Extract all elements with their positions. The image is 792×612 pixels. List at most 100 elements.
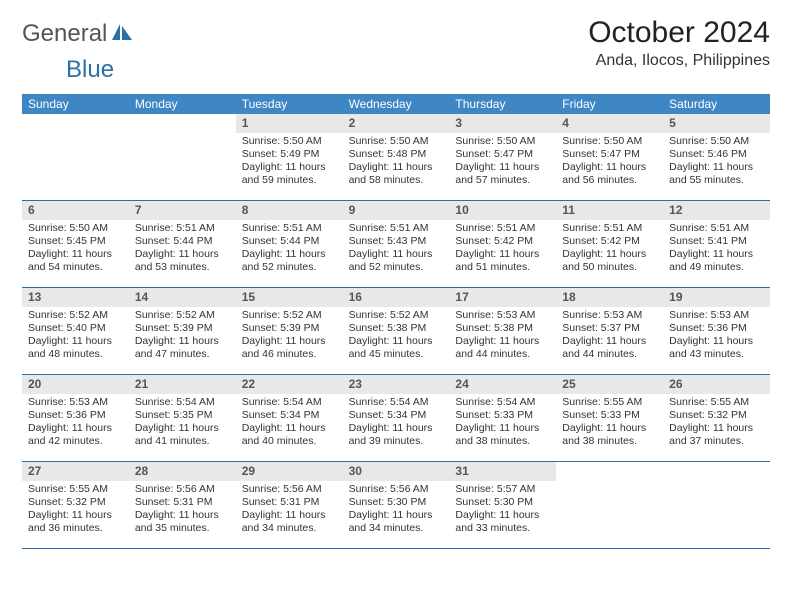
day-number: 11 <box>556 201 663 220</box>
sunset-line: Sunset: 5:47 PM <box>455 148 550 161</box>
day-content: Sunrise: 5:52 AMSunset: 5:39 PMDaylight:… <box>129 309 236 362</box>
day-cell: 7 Sunrise: 5:51 AMSunset: 5:44 PMDaylight… <box>129 201 236 287</box>
day-cell: 8Sunrise: 5:51 AMSunset: 5:44 PMDaylight… <box>236 201 343 287</box>
day-cell <box>663 462 770 548</box>
sunrise-line: Sunrise: 5:50 AM <box>455 135 550 148</box>
weekday-header-row: SundayMondayTuesdayWednesdayThursdayFrid… <box>22 94 770 114</box>
daylight-line: Daylight: 11 hours and 44 minutes. <box>562 335 657 361</box>
sunrise-line: Sunrise: 5:50 AM <box>669 135 764 148</box>
daylight-line: Daylight: 11 hours and 42 minutes. <box>28 422 123 448</box>
sunrise-line: Sunrise: 5:51 AM <box>669 222 764 235</box>
week-row: 6Sunrise: 5:50 AMSunset: 5:45 PMDaylight… <box>22 201 770 288</box>
day-cell: 12Sunrise: 5:51 AMSunset: 5:41 PMDayligh… <box>663 201 770 287</box>
sunset-line: Sunset: 5:38 PM <box>349 322 444 335</box>
sunset-line: Sunset: 5:40 PM <box>28 322 123 335</box>
sunrise-line: Sunrise: 5:52 AM <box>28 309 123 322</box>
sunset-line: Sunset: 5:49 PM <box>242 148 337 161</box>
day-cell <box>129 114 236 200</box>
day-content: Sunrise: 5:50 AMSunset: 5:47 PMDaylight:… <box>556 135 663 188</box>
day-cell: 23Sunrise: 5:54 AMSunset: 5:34 PMDayligh… <box>343 375 450 461</box>
sunrise-line: Sunrise: 5:51 AM <box>242 222 337 235</box>
day-cell: 26Sunrise: 5:55 AMSunset: 5:32 PMDayligh… <box>663 375 770 461</box>
day-number: 7 <box>129 201 236 220</box>
sunset-line: Sunset: 5:44 PM <box>242 235 337 248</box>
day-number: 10 <box>449 201 556 220</box>
day-content: Sunrise: 5:55 AMSunset: 5:32 PMDaylight:… <box>22 483 129 536</box>
day-number: 31 <box>449 462 556 481</box>
sunset-line: Sunset: 5:48 PM <box>349 148 444 161</box>
day-cell: 25Sunrise: 5:55 AMSunset: 5:33 PMDayligh… <box>556 375 663 461</box>
day-content: Sunrise: 5:57 AMSunset: 5:30 PMDaylight:… <box>449 483 556 536</box>
daylight-line: Daylight: 11 hours and 37 minutes. <box>669 422 764 448</box>
sunrise-line: Sunrise: 5:53 AM <box>455 309 550 322</box>
sunrise-line: Sunrise: 5:53 AM <box>562 309 657 322</box>
weeks-container: 1Sunrise: 5:50 AMSunset: 5:49 PMDaylight… <box>22 114 770 549</box>
sunset-line: Sunset: 5:42 PM <box>562 235 657 248</box>
day-number: 30 <box>343 462 450 481</box>
day-content: Sunrise: 5:51 AMSunset: 5:42 PMDaylight:… <box>556 222 663 275</box>
day-number: 18 <box>556 288 663 307</box>
daylight-line: Daylight: 11 hours and 38 minutes. <box>455 422 550 448</box>
sunset-line: Sunset: 5:30 PM <box>349 496 444 509</box>
sunset-line: Sunset: 5:42 PM <box>455 235 550 248</box>
day-content: Sunrise: 5:54 AMSunset: 5:33 PMDaylight:… <box>449 396 556 449</box>
weekday-header: Tuesday <box>236 94 343 114</box>
daylight-line: Daylight: 11 hours and 47 minutes. <box>135 335 230 361</box>
day-content: Sunrise: 5:53 AMSunset: 5:38 PMDaylight:… <box>449 309 556 362</box>
sunset-line: Sunset: 5:31 PM <box>135 496 230 509</box>
day-cell: 27Sunrise: 5:55 AMSunset: 5:32 PMDayligh… <box>22 462 129 548</box>
day-cell: 16 Sunrise: 5:52 AMSunset: 5:38 PMDayligh… <box>343 288 450 374</box>
day-content: Sunrise: 5:52 AMSunset: 5:40 PMDaylight:… <box>22 309 129 362</box>
sunrise-line: Sunrise: 5:55 AM <box>562 396 657 409</box>
day-content: Sunrise: 5:51 AMSunset: 5:41 PMDaylight:… <box>663 222 770 275</box>
weekday-header: Saturday <box>663 94 770 114</box>
daylight-line: Daylight: 11 hours and 40 minutes. <box>242 422 337 448</box>
sunset-line: Sunset: 5:35 PM <box>135 409 230 422</box>
daylight-line: Daylight: 11 hours and 51 minutes. <box>455 248 550 274</box>
day-content: Sunrise: 5:50 AMSunset: 5:48 PMDaylight:… <box>343 135 450 188</box>
day-number: 17 <box>449 288 556 307</box>
sunset-line: Sunset: 5:38 PM <box>455 322 550 335</box>
day-content: Sunrise: 5:51 AMSunset: 5:44 PMDaylight:… <box>129 222 236 275</box>
day-cell: 30 Sunrise: 5:56 AMSunset: 5:30 PMDayligh… <box>343 462 450 548</box>
daylight-line: Daylight: 11 hours and 58 minutes. <box>349 161 444 187</box>
day-number: 26 <box>663 375 770 394</box>
sunrise-line: Sunrise: 5:56 AM <box>349 483 444 496</box>
sunrise-line: Sunrise: 5:50 AM <box>562 135 657 148</box>
weekday-header: Monday <box>129 94 236 114</box>
sunset-line: Sunset: 5:33 PM <box>562 409 657 422</box>
day-content: Sunrise: 5:50 AMSunset: 5:49 PMDaylight:… <box>236 135 343 188</box>
day-cell: 21Sunrise: 5:54 AMSunset: 5:35 PMDayligh… <box>129 375 236 461</box>
day-cell: 22Sunrise: 5:54 AMSunset: 5:34 PMDayligh… <box>236 375 343 461</box>
sunset-line: Sunset: 5:45 PM <box>28 235 123 248</box>
day-number: 8 <box>236 201 343 220</box>
day-number: 16 <box>343 288 450 307</box>
daylight-line: Daylight: 11 hours and 36 minutes. <box>28 509 123 535</box>
day-cell: 3Sunrise: 5:50 AMSunset: 5:47 PMDaylight… <box>449 114 556 200</box>
week-row: 20Sunrise: 5:53 AMSunset: 5:36 PMDayligh… <box>22 375 770 462</box>
day-cell: 18Sunrise: 5:53 AMSunset: 5:37 PMDayligh… <box>556 288 663 374</box>
day-content: Sunrise: 5:52 AMSunset: 5:38 PMDaylight:… <box>343 309 450 362</box>
calendar: SundayMondayTuesdayWednesdayThursdayFrid… <box>22 94 770 549</box>
daylight-line: Daylight: 11 hours and 48 minutes. <box>28 335 123 361</box>
day-cell: 1 Sunrise: 5:50 AMSunset: 5:49 PMDaylight… <box>236 114 343 200</box>
sunset-line: Sunset: 5:30 PM <box>455 496 550 509</box>
day-content: Sunrise: 5:56 AMSunset: 5:30 PMDaylight:… <box>343 483 450 536</box>
sunrise-line: Sunrise: 5:54 AM <box>349 396 444 409</box>
sunset-line: Sunset: 5:32 PM <box>28 496 123 509</box>
day-cell: 11 Sunrise: 5:51 AMSunset: 5:42 PMDayligh… <box>556 201 663 287</box>
sunrise-line: Sunrise: 5:57 AM <box>455 483 550 496</box>
day-number: 21 <box>129 375 236 394</box>
day-cell: 17 Sunrise: 5:53 AMSunset: 5:38 PMDayligh… <box>449 288 556 374</box>
daylight-line: Daylight: 11 hours and 54 minutes. <box>28 248 123 274</box>
day-number: 1 <box>236 114 343 133</box>
day-cell: 14Sunrise: 5:52 AMSunset: 5:39 PMDayligh… <box>129 288 236 374</box>
sunrise-line: Sunrise: 5:50 AM <box>242 135 337 148</box>
weekday-header: Sunday <box>22 94 129 114</box>
day-cell: 24Sunrise: 5:54 AMSunset: 5:33 PMDayligh… <box>449 375 556 461</box>
sunset-line: Sunset: 5:39 PM <box>135 322 230 335</box>
day-number: 23 <box>343 375 450 394</box>
sunrise-line: Sunrise: 5:56 AM <box>242 483 337 496</box>
daylight-line: Daylight: 11 hours and 55 minutes. <box>669 161 764 187</box>
sunrise-line: Sunrise: 5:53 AM <box>28 396 123 409</box>
